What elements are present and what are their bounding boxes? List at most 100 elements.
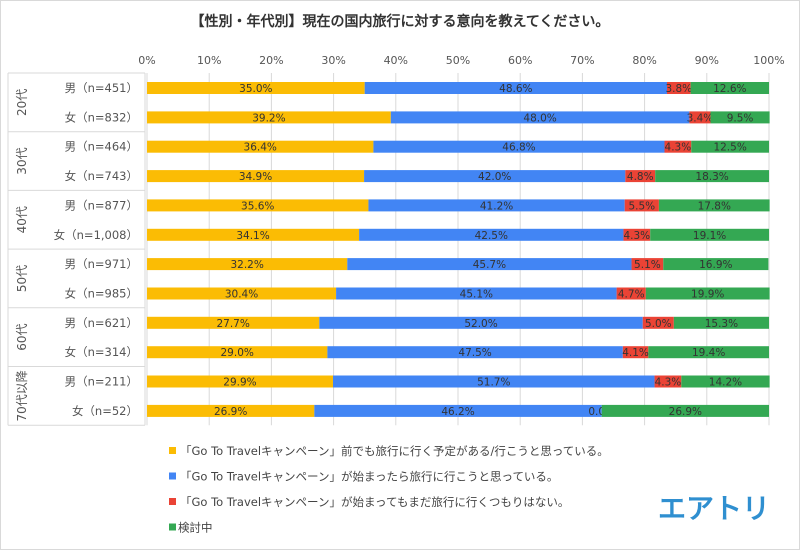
data-label: 34.1% — [236, 230, 269, 242]
bar-segment — [654, 375, 682, 388]
data-label: 19.9% — [691, 289, 724, 301]
bar-segment — [147, 375, 333, 388]
legend-label: 「Go To Travelキャンペーン」が始まってもまだ旅行に行くつもりはない。 — [180, 495, 569, 509]
x-tick-label: 50% — [446, 54, 470, 67]
bar-segment — [319, 316, 643, 329]
data-label: 42.5% — [475, 230, 508, 242]
bar-segment — [147, 346, 328, 359]
data-label: 29.9% — [223, 377, 256, 389]
row-label: 女（n=314） — [65, 345, 138, 359]
legend-swatch — [169, 523, 176, 531]
x-tick-label: 60% — [508, 54, 532, 67]
data-label: 45.7% — [473, 259, 506, 271]
bar-segment — [622, 346, 649, 359]
bar-segment — [689, 111, 711, 124]
bar-segment — [147, 82, 365, 94]
data-label: 27.7% — [216, 318, 249, 330]
data-label: 5.0% — [645, 318, 672, 330]
age-group-label: 30代 — [15, 147, 29, 174]
data-label: 47.5% — [458, 347, 491, 359]
bar-segment — [368, 199, 625, 212]
airtrip-logo: エアトリ — [658, 492, 770, 525]
bar-segment — [658, 199, 770, 212]
row-label: 女（n=743） — [65, 169, 138, 183]
x-tick-label: 30% — [321, 54, 345, 67]
data-label: 14.2% — [709, 377, 742, 389]
age-group-label: 50代 — [15, 265, 29, 292]
data-label: 4.3% — [665, 142, 692, 154]
row-label: 男（n=464） — [65, 140, 138, 154]
data-label: 41.2% — [480, 200, 513, 212]
data-label: 35.0% — [239, 83, 272, 95]
bar-segment — [623, 228, 651, 241]
bar-segment — [650, 228, 769, 241]
bar-segment — [710, 111, 770, 124]
data-label: 18.3% — [695, 171, 728, 183]
data-label: 4.8% — [627, 171, 654, 183]
chart-title: 【性別・年代別】現在の国内旅行に対する意向を教えてください。 — [191, 13, 610, 30]
bar-segment — [373, 140, 665, 153]
bar-segment — [147, 404, 315, 417]
age-group-label: 60代 — [15, 324, 29, 351]
data-label: 4.1% — [622, 347, 649, 359]
data-label: 4.7% — [618, 289, 645, 301]
data-label: 29.0% — [221, 347, 254, 359]
legend-swatch — [169, 498, 176, 505]
data-label: 48.0% — [523, 112, 556, 124]
bar-segment — [364, 170, 626, 183]
age-group-label: 40代 — [15, 206, 29, 233]
data-label: 12.6% — [713, 83, 746, 95]
row-label: 女（n=52） — [72, 404, 138, 418]
bar-segment — [327, 346, 623, 359]
data-label: 46.2% — [441, 406, 474, 418]
bar-segment — [147, 170, 365, 183]
data-label: 26.9% — [214, 406, 247, 418]
data-label: 15.3% — [705, 318, 738, 330]
bar-segment — [655, 170, 769, 183]
bar-segment — [666, 82, 691, 94]
legend-label: 「Go To Travelキャンペーン」が始まったら旅行に行こうと思っている。 — [180, 470, 558, 484]
age-group-label: 20代 — [15, 89, 29, 116]
x-tick-label: 0% — [138, 54, 155, 67]
bar-segment — [147, 111, 391, 124]
data-label: 48.6% — [499, 83, 532, 95]
bar-segment — [642, 316, 674, 329]
x-tick-label: 20% — [259, 54, 283, 67]
bar-segment — [624, 199, 659, 212]
legend-swatch — [169, 472, 176, 480]
bar-segment — [364, 82, 667, 94]
bar-segment — [347, 258, 632, 271]
data-label: 17.8% — [698, 200, 731, 212]
bar-segment — [147, 316, 320, 329]
bar-segment — [691, 140, 769, 153]
row-label: 男（n=877） — [65, 198, 138, 212]
data-label: 12.5% — [713, 142, 746, 154]
data-label: 51.7% — [477, 377, 510, 389]
x-tick-label: 40% — [384, 54, 408, 67]
data-label: 3.4% — [687, 112, 714, 124]
age-group-label: 70代以降 — [15, 370, 29, 421]
bar-segment — [601, 404, 769, 417]
data-label: 34.9% — [239, 171, 272, 183]
bar-segment — [625, 170, 656, 183]
bar-segment — [336, 287, 617, 300]
data-label: 45.1% — [460, 289, 493, 301]
data-label: 5.5% — [628, 200, 655, 212]
data-label: 4.3% — [623, 230, 650, 242]
data-label: 4.3% — [655, 377, 682, 389]
bar-segment — [645, 287, 770, 300]
bar-segment — [147, 258, 348, 271]
x-tick-label: 100% — [753, 54, 784, 67]
bar-segment — [314, 404, 602, 417]
row-label: 男（n=451） — [65, 81, 138, 95]
legend-swatch — [169, 447, 176, 454]
data-label: 19.1% — [693, 230, 726, 242]
bar-segment — [616, 287, 646, 300]
bar-segment — [673, 316, 769, 329]
data-label: 46.8% — [502, 142, 535, 154]
x-tick-label: 10% — [197, 54, 221, 67]
bar-segment — [332, 375, 655, 388]
data-label: 35.6% — [241, 200, 274, 212]
data-label: 5.1% — [634, 259, 661, 271]
